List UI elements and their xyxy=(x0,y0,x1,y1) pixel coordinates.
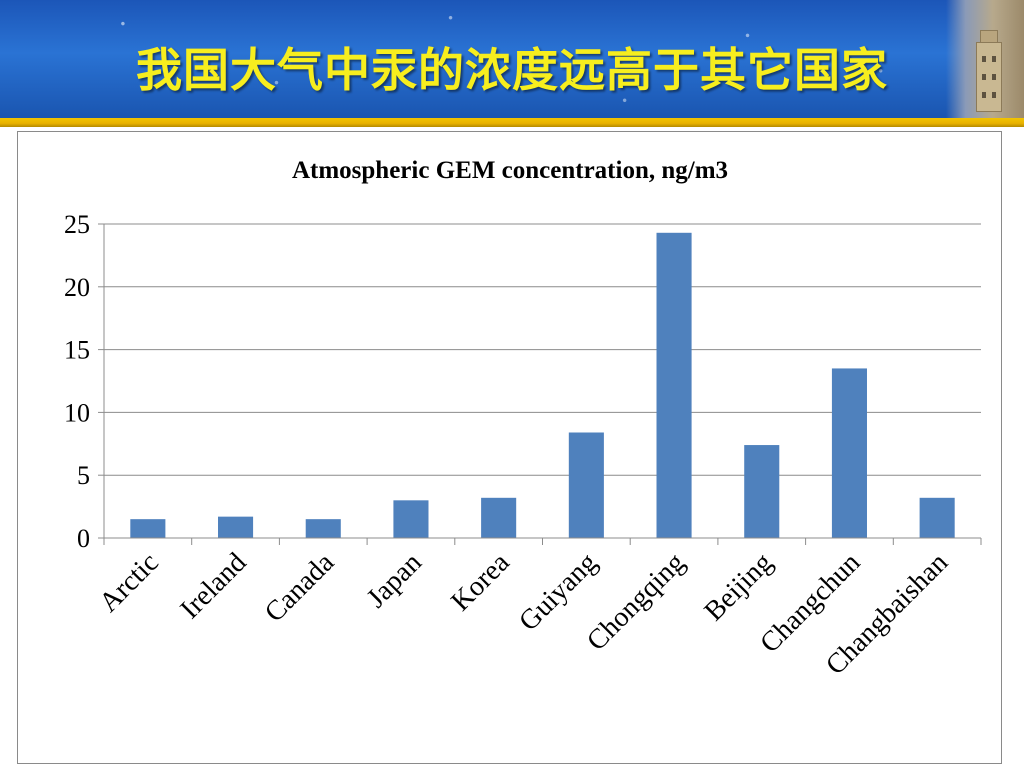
building-window xyxy=(982,56,986,62)
building-window xyxy=(992,74,996,80)
axes xyxy=(103,224,982,545)
gridlines xyxy=(98,223,981,539)
bar-korea xyxy=(481,497,517,538)
y-tick-label: 25 xyxy=(64,210,90,239)
x-tick-label: Guiyang xyxy=(513,547,603,637)
y-tick-label: 5 xyxy=(77,461,90,490)
chart-title: Atmospheric GEM concentration, ng/m3 xyxy=(292,157,728,184)
bar-changbaishan xyxy=(919,497,955,538)
y-tick-label: 10 xyxy=(64,398,90,427)
slide-title: 我国大气中汞的浓度远高于其它国家 xyxy=(136,43,888,97)
building-window xyxy=(982,74,986,80)
building-window xyxy=(992,56,996,62)
y-axis-tick-labels: 0 5 10 15 20 25 xyxy=(64,210,90,553)
header-gold-strip xyxy=(0,118,1024,127)
bar-arctic xyxy=(130,519,166,538)
y-tick-label: 15 xyxy=(64,336,90,365)
x-tick-label: Beijing xyxy=(698,547,778,627)
bar-guiyang xyxy=(568,432,604,538)
header-building-image xyxy=(946,0,1024,118)
x-axis-tick-labels: Arctic Ireland Canada Japan KoreaGuiyangChon… xyxy=(93,547,954,681)
bar-canada xyxy=(305,519,341,538)
bars xyxy=(130,232,955,538)
y-tick-label: 20 xyxy=(64,273,90,302)
bar-changchun xyxy=(831,368,867,538)
bar-beijing xyxy=(744,445,780,538)
building-window xyxy=(982,92,986,98)
building-window xyxy=(992,92,996,98)
bar-ireland xyxy=(218,516,254,538)
bar-chongqing xyxy=(656,232,692,538)
bar-japan xyxy=(393,500,429,538)
x-tick-label: Ireland xyxy=(175,547,253,625)
x-tick-label: Korea xyxy=(445,547,516,618)
x-tick-label: Canada xyxy=(259,547,341,629)
chart-frame: Atmospheric GEM concentration, ng/m3 0 5 1… xyxy=(17,131,1002,764)
slide-header: 我国大气中汞的浓度远高于其它国家 xyxy=(0,0,1024,118)
x-tick-label: Arctic xyxy=(93,547,164,618)
x-tick-label: Japan xyxy=(361,547,428,614)
header-background-pattern xyxy=(0,0,1024,118)
y-tick-label: 0 xyxy=(77,524,90,553)
bar-chart: Atmospheric GEM concentration, ng/m3 0 5 1… xyxy=(64,157,982,681)
building-tower xyxy=(976,42,1002,112)
